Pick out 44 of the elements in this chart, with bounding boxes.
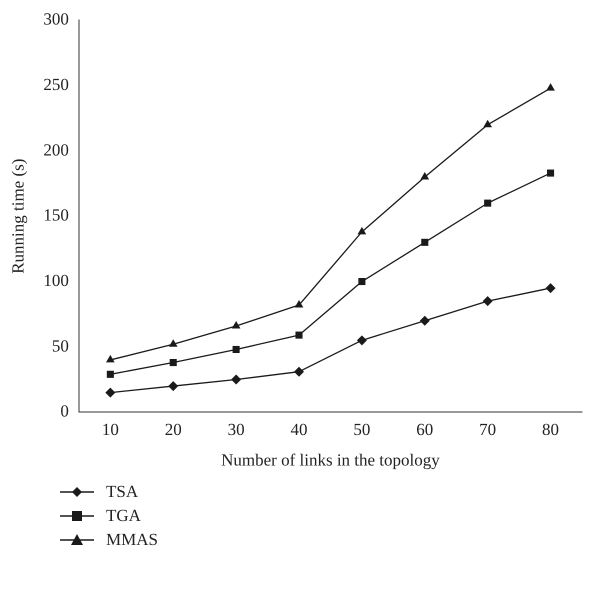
point: [358, 278, 366, 286]
y-tick-label: 200: [43, 140, 69, 160]
point: [483, 120, 492, 128]
x-tick-label: 70: [479, 420, 496, 439]
legend-label: TGA: [106, 506, 141, 526]
point: [168, 339, 178, 347]
point: [105, 388, 116, 398]
point: [546, 283, 556, 294]
point: [231, 374, 242, 385]
point: [294, 300, 304, 308]
point: [356, 335, 367, 346]
point: [232, 320, 240, 328]
y-tick-label: 0: [60, 402, 69, 421]
legend-label: MMAS: [106, 530, 158, 550]
x-tick-label: 30: [228, 420, 245, 439]
point: [484, 200, 492, 207]
y-tick-label: 250: [43, 75, 69, 94]
point: [168, 381, 178, 392]
point: [294, 366, 304, 377]
point: [232, 346, 240, 354]
point: [106, 370, 114, 378]
point: [358, 226, 366, 234]
point: [421, 238, 428, 246]
point: [482, 296, 493, 306]
point: [546, 83, 555, 91]
point: [547, 170, 554, 177]
x-tick-label: 10: [102, 420, 119, 439]
x-tick-label: 60: [416, 420, 434, 439]
point: [170, 359, 177, 366]
point: [420, 316, 430, 326]
y-axis-title: Running time (s): [8, 158, 28, 274]
x-tick-label: 50: [353, 420, 370, 439]
x-tick-label: 80: [542, 420, 560, 439]
x-tick-label: 20: [164, 420, 182, 439]
y-tick-label: 50: [52, 336, 69, 356]
legend-label: TSA: [106, 482, 138, 502]
point: [295, 332, 303, 339]
y-tick-label: 300: [43, 10, 69, 29]
x-tick-label: 40: [290, 420, 308, 439]
x-axis-title: Number of links in the topology: [221, 450, 440, 470]
point: [420, 172, 430, 180]
y-tick-label: 150: [43, 206, 69, 225]
point: [106, 354, 115, 362]
y-tick-label: 100: [43, 271, 69, 290]
